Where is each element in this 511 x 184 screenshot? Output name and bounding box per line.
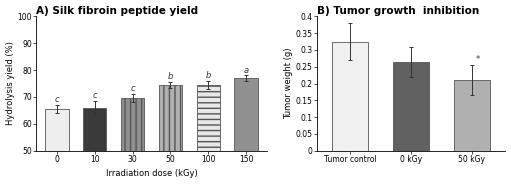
Text: a: a bbox=[244, 66, 249, 75]
Text: c: c bbox=[92, 91, 97, 100]
Bar bbox=[393, 62, 429, 151]
Bar bbox=[454, 80, 490, 151]
Text: B) Tumor growth  inhibition: B) Tumor growth inhibition bbox=[316, 6, 479, 16]
Text: A) Silk fibroin peptide yield: A) Silk fibroin peptide yield bbox=[36, 6, 198, 16]
Bar bbox=[158, 85, 182, 151]
Bar bbox=[197, 85, 220, 151]
Bar bbox=[235, 78, 258, 151]
Text: b: b bbox=[168, 72, 173, 81]
X-axis label: Irradiation dose (kGy): Irradiation dose (kGy) bbox=[106, 169, 197, 178]
Bar bbox=[332, 42, 368, 151]
Text: *: * bbox=[476, 55, 480, 64]
Y-axis label: Hydrolysis yield (%): Hydrolysis yield (%) bbox=[6, 42, 14, 125]
Y-axis label: Tumor weight (g): Tumor weight (g) bbox=[284, 48, 293, 119]
Text: c: c bbox=[55, 95, 59, 104]
Text: c: c bbox=[130, 84, 135, 93]
Bar bbox=[83, 108, 106, 151]
Bar bbox=[45, 109, 68, 151]
Text: b: b bbox=[205, 71, 211, 80]
Bar bbox=[121, 98, 144, 151]
